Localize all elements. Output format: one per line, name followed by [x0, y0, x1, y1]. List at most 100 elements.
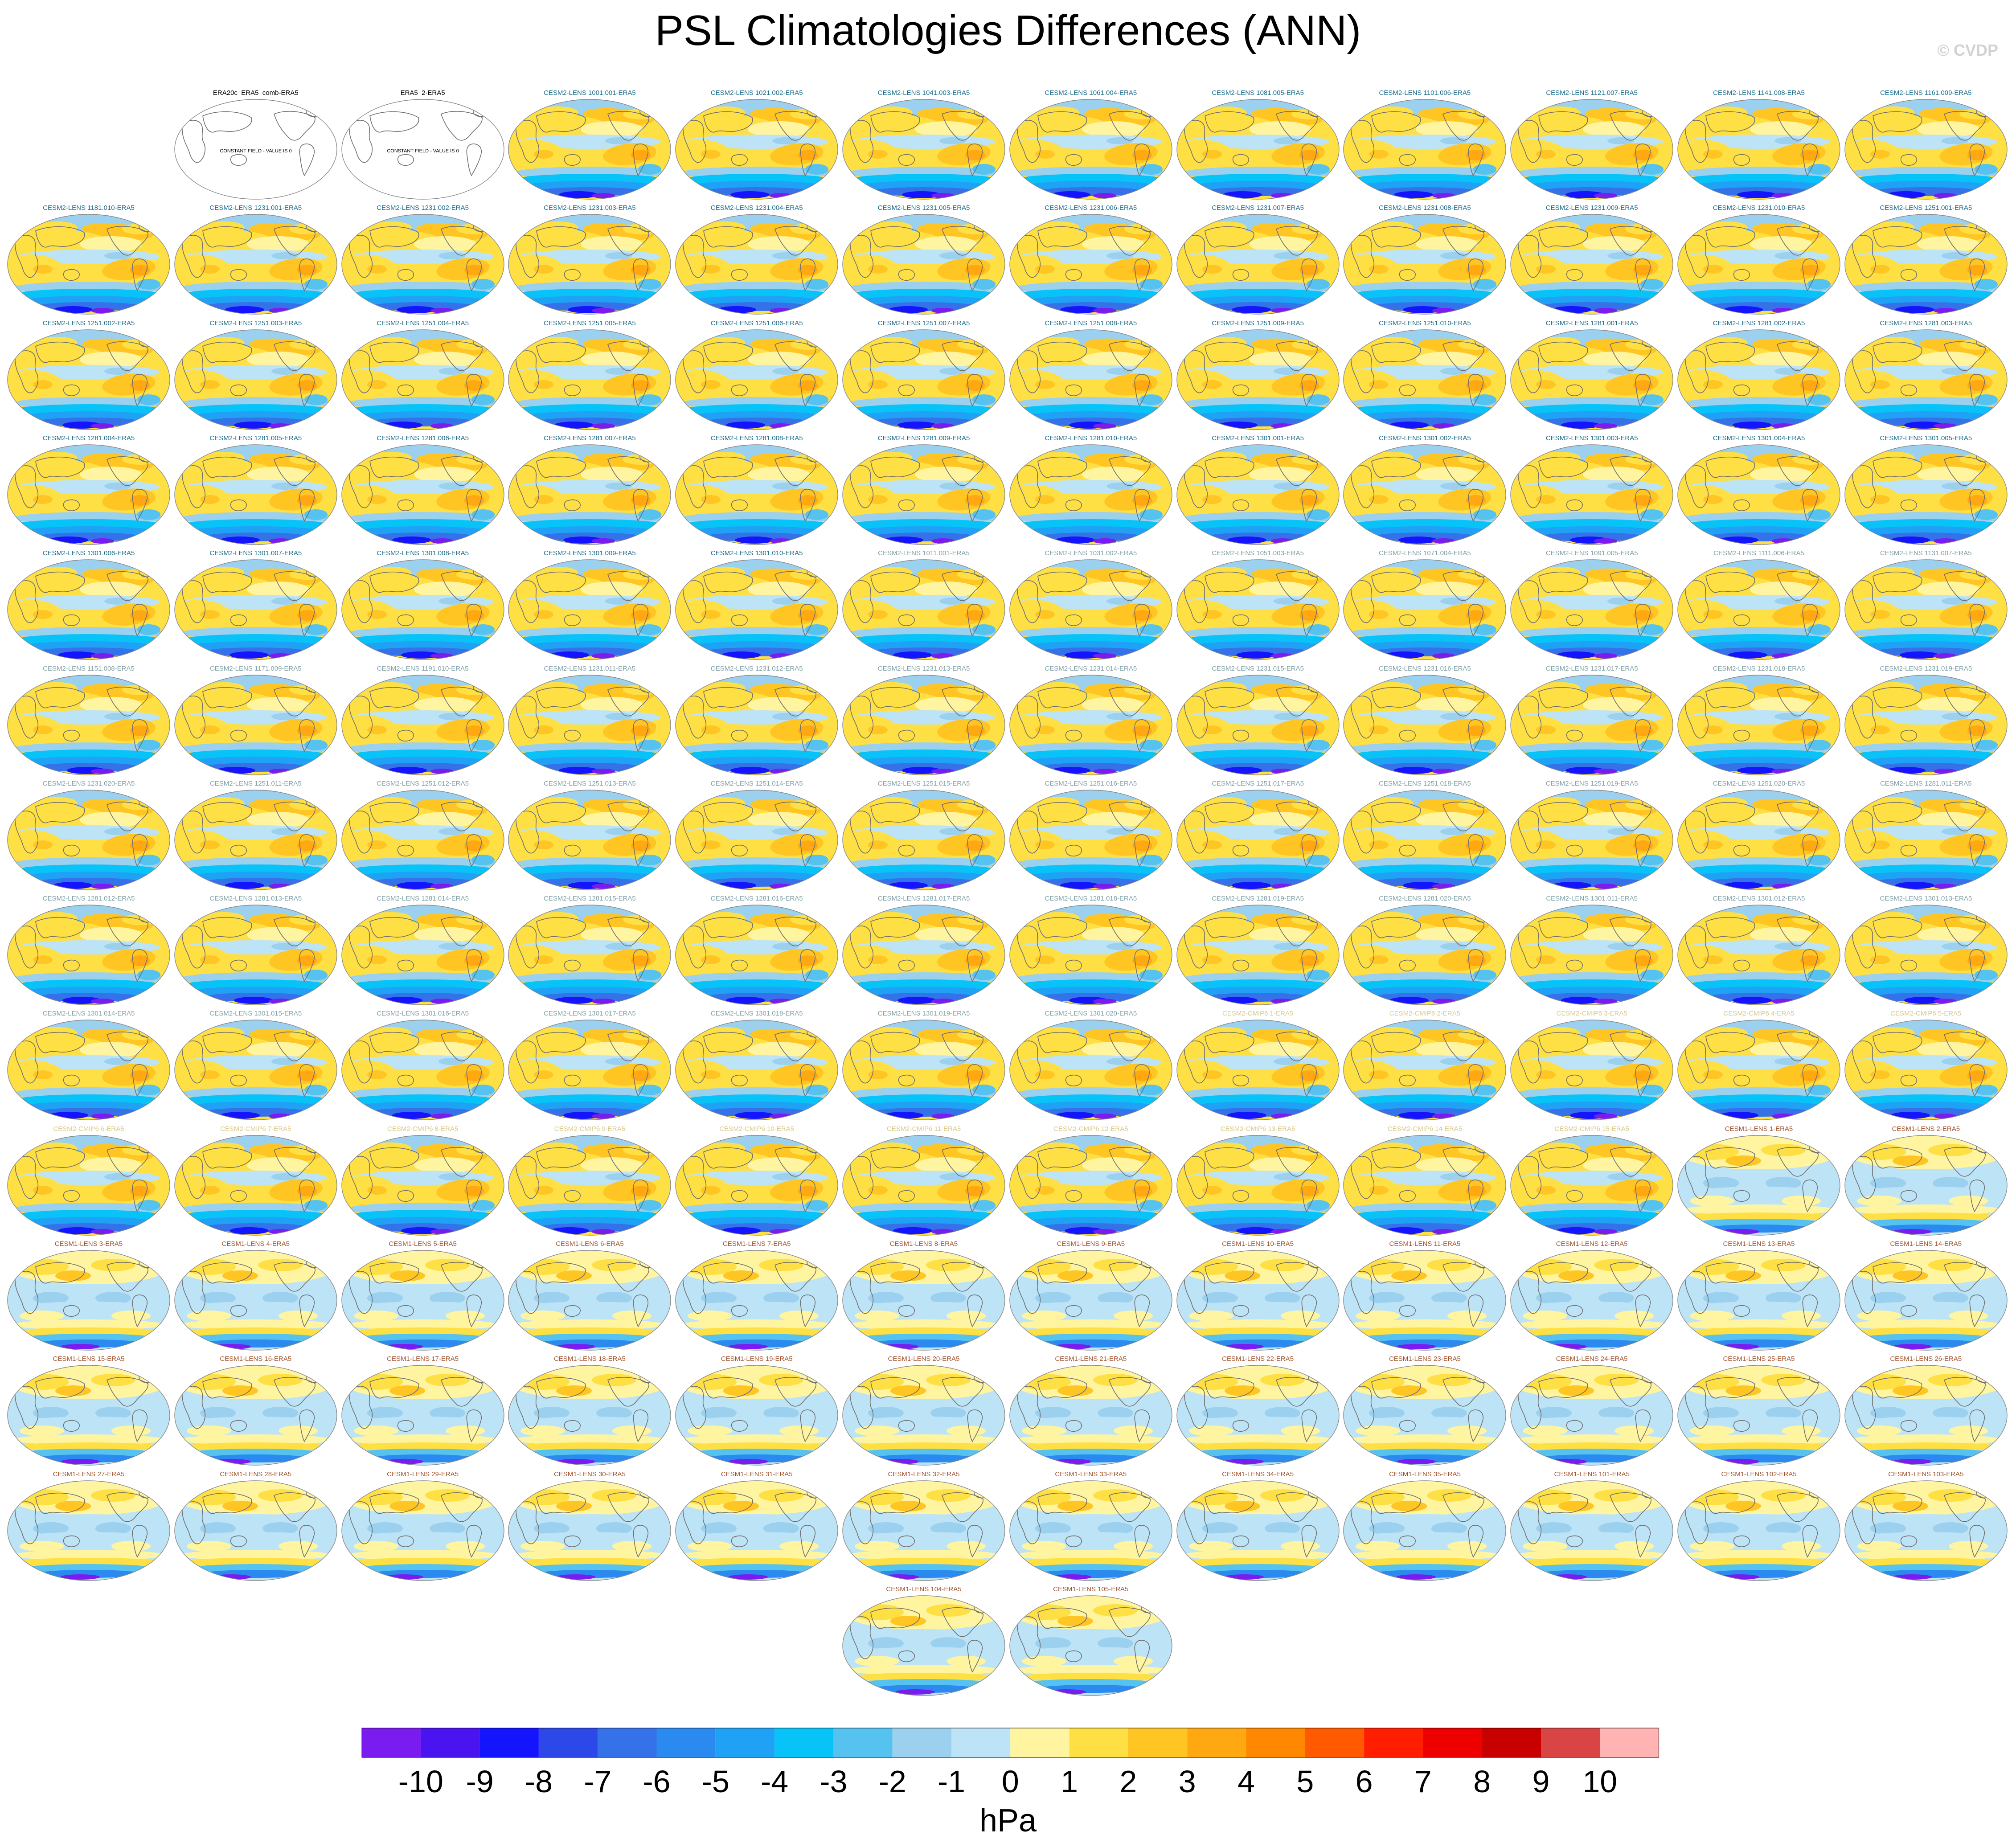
map-border [1677, 329, 1840, 430]
coastline [731, 499, 748, 511]
psl-difference-map [1009, 1365, 1172, 1466]
map-border [1510, 1365, 1673, 1466]
coastline [1184, 810, 1208, 854]
panel-title: CESM2-LENS 1281.014-ERA5 [377, 895, 469, 903]
psl-difference-map [1844, 444, 2008, 545]
coastline [440, 1377, 483, 1407]
coastline [564, 1535, 581, 1547]
map-panel: CESM2-LENS 1301.011-ERA5 [1509, 895, 1674, 1008]
coastline [1134, 1640, 1150, 1673]
coastline [202, 572, 252, 593]
coastline [633, 1294, 649, 1327]
panel-title: CESM1-LENS 19-ERA5 [721, 1355, 793, 1363]
map-panel: CESM2-LENS 1251.003-ERA5 [173, 319, 338, 433]
coastline [942, 571, 983, 601]
coastline [440, 226, 483, 256]
psl-difference-map [1677, 329, 1840, 430]
map-panel: CESM2-CMIP6 7-ERA5 [173, 1125, 338, 1238]
panel-title: CESM2-LENS 1281.007-ERA5 [544, 434, 636, 442]
coastline [181, 1040, 205, 1084]
coastline [633, 373, 649, 407]
map-border [508, 444, 672, 545]
psl-difference-map [1510, 99, 1673, 200]
coastline [466, 1294, 482, 1327]
coastline [1371, 802, 1421, 823]
panel-title: CESM2-LENS 1281.020-ERA5 [1379, 895, 1471, 903]
coastline [1733, 729, 1750, 741]
psl-difference-map [341, 444, 504, 545]
psl-difference-map [7, 905, 170, 1005]
map-border [1844, 1480, 2008, 1581]
coastline [1872, 802, 1922, 823]
map-border [1844, 1250, 2008, 1351]
coastline [1184, 1501, 1208, 1544]
map-panel: CESM2-LENS 1001.001-ERA5 [507, 89, 672, 202]
coastline [15, 1501, 39, 1544]
panel-title: CESM2-LENS 1301.017-ERA5 [544, 1010, 636, 1018]
coastline [397, 154, 414, 166]
coastline [369, 917, 419, 938]
psl-difference-map [341, 1020, 504, 1121]
coastline [536, 1032, 586, 1053]
panel-grid: ERA20c_ERA5_comb-ERA5 CONSTANT FIELD - VA… [7, 89, 2008, 1696]
colorbar-swatch [1246, 1728, 1305, 1757]
psl-difference-map: CONSTANT FIELD - VALUE IS 0 [174, 99, 337, 200]
psl-difference-map [1176, 905, 1340, 1005]
coastline [1184, 465, 1208, 508]
coastline [299, 949, 315, 982]
psl-difference-map [1176, 674, 1340, 775]
coastline [466, 719, 482, 752]
panel-title: CESM1-LENS 6-ERA5 [556, 1240, 624, 1248]
coastline [1566, 154, 1583, 166]
coastline [1016, 1501, 1041, 1544]
map-border [1176, 214, 1340, 315]
coastline [299, 604, 315, 637]
coastline [1518, 1501, 1542, 1544]
panel-title: CESM2-LENS 1301.014-ERA5 [42, 1010, 135, 1018]
panel-title: CESM2-LENS 1131.007-ERA5 [1880, 549, 1972, 557]
colorbar-tick-label: 4 [1237, 1764, 1255, 1799]
coastline [397, 1420, 414, 1432]
coastline [1037, 687, 1087, 708]
map-panel: CESM1-LENS 102-ERA5 [1676, 1470, 1841, 1584]
map-border [1677, 559, 1840, 660]
coastline [348, 350, 373, 393]
coastline [967, 834, 983, 867]
map-border [842, 905, 1005, 1005]
coastline [967, 719, 983, 752]
map-panel: CESM2-LENS 1281.018-ERA5 [1008, 895, 1173, 1008]
colorbar-swatch [1482, 1728, 1541, 1757]
panel-title: CESM2-LENS 1231.019-ERA5 [1880, 664, 1972, 672]
psl-difference-map [1510, 674, 1673, 775]
coastline [1468, 258, 1484, 291]
map-panel: ERA5_2-ERA5 CONSTANT FIELD - VALUE IS 0 [340, 89, 505, 202]
coastline [1301, 1524, 1317, 1558]
coastline [1733, 154, 1750, 166]
coastline [181, 810, 205, 854]
coastline [1301, 604, 1317, 637]
psl-difference-map [842, 1020, 1005, 1121]
coastline [107, 226, 148, 256]
coastline [440, 571, 483, 601]
psl-difference-map [508, 99, 672, 200]
coastline [850, 810, 874, 854]
coastline [1566, 614, 1583, 627]
psl-difference-map [1176, 1365, 1340, 1466]
coastline [607, 1492, 650, 1522]
coastline [1108, 1377, 1151, 1407]
coastline [731, 1075, 748, 1087]
coastline [942, 1147, 983, 1177]
map-border [1844, 99, 2008, 200]
coastline [1037, 1262, 1087, 1284]
map-border [1343, 214, 1507, 315]
panel-title: CESM1-LENS 13-ERA5 [1723, 1240, 1795, 1248]
coastline [1275, 917, 1318, 946]
panel-title: CESM2-LENS 1101.006-ERA5 [1379, 89, 1471, 97]
map-border [1009, 674, 1172, 775]
map-panel: CESM2-LENS 1301.002-ERA5 [1342, 434, 1507, 548]
coastline [1635, 1294, 1651, 1327]
map-panel: CESM1-LENS 26-ERA5 [1844, 1355, 2008, 1468]
coastline [440, 1147, 483, 1177]
psl-difference-map [675, 444, 838, 545]
coastline [63, 269, 80, 281]
